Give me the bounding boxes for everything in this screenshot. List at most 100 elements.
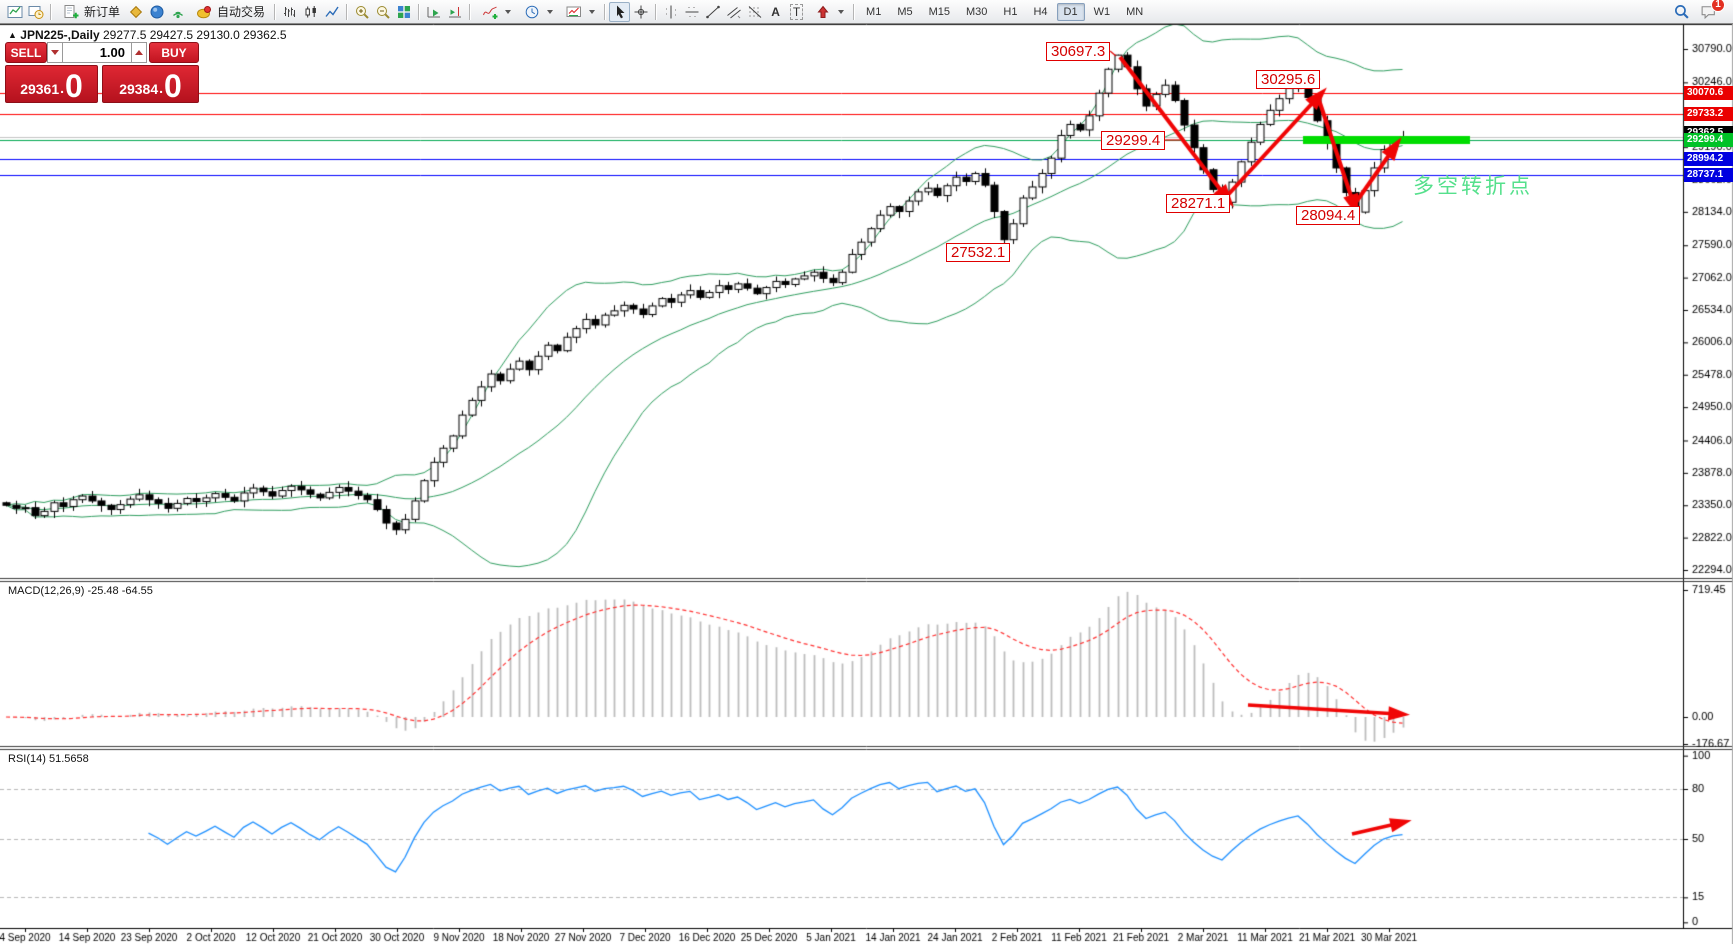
main-toolbar: 新订单 自动交易 A T M1 (0, 0, 1733, 24)
notification-badge: 1 (1711, 0, 1725, 12)
buy-price-display[interactable]: 29384. 0 (102, 65, 199, 103)
turning-point-annotation[interactable]: 多空转折点 (1413, 175, 1533, 198)
buy-price-big-digit: 0 (164, 68, 182, 104)
indicators-icon (479, 2, 500, 22)
periods-icon (521, 2, 542, 22)
ohlc-values: 29277.5 29427.5 29130.0 29362.5 (103, 28, 287, 42)
zoom-in-icon[interactable] (351, 2, 372, 22)
new-order-label: 新订单 (84, 5, 121, 19)
volume-decrease-button[interactable] (47, 42, 63, 63)
text-label-tool-icon[interactable]: T (786, 2, 807, 22)
new-order-button[interactable]: 新订单 (55, 1, 125, 23)
sell-price-main: 29361 (20, 81, 60, 97)
indicators-button[interactable] (474, 1, 516, 23)
toolbar-separator (50, 3, 51, 20)
triangle-up-icon (135, 46, 143, 55)
price-label-annotation[interactable]: 29299.4 (1101, 131, 1166, 150)
timeframe-m15[interactable]: M15 (928, 5, 950, 18)
signals-icon[interactable] (167, 2, 188, 22)
trendline-icon[interactable] (702, 2, 723, 22)
crosshair-icon[interactable] (630, 2, 651, 22)
new-order-icon (60, 2, 81, 22)
templates-icon (563, 2, 584, 22)
price-label-annotation[interactable]: 27532.1 (946, 243, 1011, 262)
sell-price-big-digit: 0 (65, 68, 83, 104)
profiles-icon[interactable] (25, 2, 46, 22)
toolbar-separator (469, 3, 471, 20)
horizontal-line-icon[interactable] (681, 2, 702, 22)
dropdown-caret (589, 9, 596, 17)
level-price-badge: 30070.6 (1684, 86, 1733, 101)
volume-increase-button[interactable] (131, 42, 147, 63)
timeframe-m5[interactable]: M5 (897, 5, 913, 18)
periods-button[interactable] (516, 1, 558, 23)
templates-button[interactable] (558, 1, 600, 23)
bar-chart-icon[interactable] (279, 2, 300, 22)
toolbar-separator (853, 3, 855, 20)
chart-shift-icon[interactable] (444, 2, 465, 22)
timeframe-h1[interactable]: H1 (1003, 5, 1018, 18)
zoom-out-icon[interactable] (372, 2, 393, 22)
cursor-icon[interactable] (609, 1, 631, 22)
price-label-annotation[interactable]: 30295.6 (1256, 70, 1321, 89)
metaquotes-icon[interactable] (125, 2, 146, 22)
line-chart-icon[interactable] (321, 2, 342, 22)
sell-button[interactable]: SELL (5, 42, 47, 63)
autotrading-icon (193, 2, 214, 22)
timeframe-group: M1 M5 M15 M30 H1 H4 D1 W1 MN (858, 2, 1151, 21)
dropdown-caret (505, 9, 512, 17)
level-price-badge: 28994.2 (1684, 152, 1733, 167)
vertical-line-icon[interactable] (660, 2, 681, 22)
chart-title: ▲ JPN225-,Daily 29277.5 29427.5 29130.0 … (8, 28, 287, 42)
tile-windows-icon[interactable] (393, 2, 414, 22)
price-label-annotation[interactable]: 28094.4 (1296, 206, 1361, 225)
symbol-period-label: JPN225-,Daily (20, 28, 100, 42)
text-label-glyph: T (789, 3, 804, 20)
timeframe-m30[interactable]: M30 (966, 5, 988, 18)
dropdown-caret (547, 9, 554, 17)
level-price-badge: 29733.2 (1684, 106, 1733, 121)
arrows-tool-icon (812, 2, 833, 22)
auto-scroll-icon[interactable] (423, 2, 444, 22)
price-label-annotation[interactable]: 28271.1 (1166, 194, 1231, 213)
autotrading-label: 自动交易 (217, 5, 266, 19)
timeframe-w1[interactable]: W1 (1093, 5, 1111, 18)
toolbar-separator (274, 3, 276, 20)
text-tool-glyph: A (771, 4, 780, 19)
sell-price-display[interactable]: 29361. 0 (5, 65, 98, 103)
timeframe-m1[interactable]: M1 (866, 5, 882, 18)
timeframe-h4[interactable]: H4 (1033, 5, 1048, 18)
fibonacci-icon[interactable] (744, 2, 765, 22)
one-click-trade-panel: SELL 1.00 BUY 29361. 0 29384. 0 (5, 42, 199, 103)
volume-input[interactable]: 1.00 (63, 42, 131, 63)
toolbar-separator (604, 3, 606, 20)
toolbar-separator (418, 3, 420, 20)
collapse-marker-icon[interactable]: ▲ (8, 30, 17, 40)
buy-price-dot: . (159, 80, 164, 96)
autotrading-button[interactable]: 自动交易 (188, 1, 270, 23)
community-icon[interactable] (146, 2, 167, 22)
level-price-badge: 28737.1 (1684, 167, 1733, 182)
macd-indicator-label: MACD(12,26,9) -25.48 -64.55 (8, 585, 153, 597)
search-icon[interactable] (1671, 2, 1692, 22)
rsi-indicator-label: RSI(14) 51.5658 (8, 753, 89, 765)
equidistant-channel-icon[interactable] (723, 2, 744, 22)
dropdown-caret (838, 9, 845, 17)
timeframe-mn[interactable]: MN (1126, 5, 1144, 18)
level-price-badge: 29299.4 (1684, 133, 1733, 148)
notifications-icon[interactable]: 1 (1698, 0, 1725, 22)
arrows-tool-button[interactable] (807, 1, 849, 23)
buy-price-main: 29384 (119, 81, 159, 97)
buy-button[interactable]: BUY (149, 42, 199, 63)
timeframe-d1[interactable]: D1 (1056, 2, 1085, 21)
toolbar-separator (655, 3, 657, 20)
sell-price-dot: . (60, 80, 65, 96)
text-tool-icon[interactable]: A (765, 2, 786, 22)
triangle-down-icon (51, 50, 59, 59)
price-label-annotation[interactable]: 30697.3 (1046, 42, 1111, 61)
new-chart-icon[interactable] (4, 2, 25, 22)
candlestick-chart-icon[interactable] (300, 2, 321, 22)
toolbar-right-tools: 1 (1671, 0, 1729, 22)
